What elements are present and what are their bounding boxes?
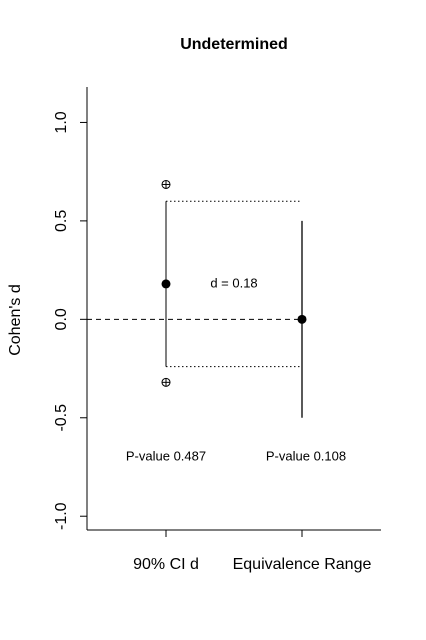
chart-title: Undetermined bbox=[180, 36, 288, 53]
y-axis-label: Cohen's d bbox=[7, 284, 24, 356]
y-tick-label: 0.0 bbox=[53, 308, 70, 330]
y-tick-label: -0.5 bbox=[53, 404, 70, 432]
y-tick-label: 0.5 bbox=[53, 210, 70, 232]
p-value: P-value 0.487 bbox=[126, 449, 206, 464]
y-tick-label: -1.0 bbox=[53, 502, 70, 530]
estimate-point bbox=[297, 314, 307, 324]
annotation: d = 0.18 bbox=[210, 275, 257, 290]
y-tick-label: 1.0 bbox=[53, 111, 70, 133]
x-tick-label: Equivalence Range bbox=[233, 556, 372, 573]
outer-marker bbox=[161, 179, 171, 189]
outer-marker bbox=[161, 377, 171, 387]
x-tick-label: 90% CI d bbox=[133, 556, 199, 573]
p-value: P-value 0.108 bbox=[266, 449, 346, 464]
estimate-point bbox=[161, 279, 171, 289]
